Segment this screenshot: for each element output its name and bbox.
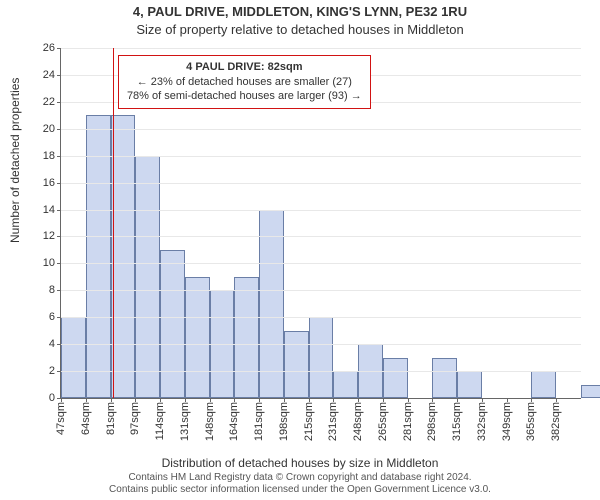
- xtick-label: 382sqm: [550, 402, 562, 441]
- histogram-bar: [309, 317, 334, 398]
- ytick-label: 20: [43, 123, 55, 135]
- ytick-label: 4: [49, 338, 55, 350]
- histogram-bar: [61, 317, 86, 398]
- footer-line1: Contains HM Land Registry data © Crown c…: [0, 472, 600, 484]
- xtick-label: 181sqm: [253, 402, 265, 441]
- ytick-label: 12: [43, 230, 55, 242]
- ytick-mark: [57, 371, 61, 372]
- ytick-mark: [57, 290, 61, 291]
- ytick-label: 16: [43, 177, 55, 189]
- xtick-label: 315sqm: [451, 402, 463, 441]
- ytick-mark: [57, 48, 61, 49]
- x-axis-label: Distribution of detached houses by size …: [0, 456, 600, 470]
- info-box-line: ← 23% of detached houses are smaller (27…: [127, 75, 362, 90]
- gridline: [61, 183, 581, 184]
- xtick-label: 365sqm: [525, 402, 537, 441]
- xtick-label: 47sqm: [55, 402, 67, 435]
- histogram-bar: [160, 250, 185, 398]
- ytick-label: 24: [43, 69, 55, 81]
- ytick-mark: [57, 102, 61, 103]
- ytick-mark: [57, 344, 61, 345]
- y-axis-label: Number of detached properties: [8, 78, 22, 243]
- gridline: [61, 156, 581, 157]
- reference-line: [113, 48, 114, 398]
- xtick-label: 248sqm: [352, 402, 364, 441]
- gridline: [61, 344, 581, 345]
- xtick-label: 114sqm: [154, 402, 166, 440]
- histogram-bar: [259, 210, 284, 398]
- chart-title-line2: Size of property relative to detached ho…: [0, 22, 600, 37]
- ytick-label: 6: [49, 311, 55, 323]
- gridline: [61, 371, 581, 372]
- histogram-bar: [531, 371, 556, 398]
- xtick-label: 81sqm: [105, 402, 117, 435]
- gridline: [61, 210, 581, 211]
- ytick-label: 14: [43, 204, 55, 216]
- ytick-label: 2: [49, 365, 55, 377]
- xtick-label: 298sqm: [426, 402, 438, 441]
- xtick-label: 198sqm: [278, 402, 290, 441]
- gridline: [61, 129, 581, 130]
- ytick-mark: [57, 75, 61, 76]
- histogram-bar: [86, 115, 111, 398]
- ytick-label: 18: [43, 150, 55, 162]
- gridline: [61, 48, 581, 49]
- xtick-label: 215sqm: [303, 402, 315, 441]
- gridline: [61, 236, 581, 237]
- ytick-label: 26: [43, 42, 55, 54]
- histogram-bar: [111, 115, 136, 398]
- xtick-label: 265sqm: [377, 402, 389, 441]
- xtick-label: 281sqm: [402, 402, 414, 441]
- info-box: 4 PAUL DRIVE: 82sqm← 23% of detached hou…: [118, 55, 371, 110]
- ytick-mark: [57, 263, 61, 264]
- xtick-label: 64sqm: [80, 402, 92, 435]
- xtick-label: 349sqm: [501, 402, 513, 441]
- ytick-label: 22: [43, 96, 55, 108]
- ytick-label: 8: [49, 284, 55, 296]
- xtick-label: 332sqm: [476, 402, 488, 441]
- chart-title-line1: 4, PAUL DRIVE, MIDDLETON, KING'S LYNN, P…: [0, 4, 600, 19]
- histogram-bar: [457, 371, 482, 398]
- gridline: [61, 290, 581, 291]
- info-box-line: 78% of semi-detached houses are larger (…: [127, 89, 362, 104]
- xtick-label: 148sqm: [204, 402, 216, 441]
- info-box-line: 4 PAUL DRIVE: 82sqm: [127, 60, 362, 75]
- xtick-label: 97sqm: [129, 402, 141, 435]
- xtick-label: 164sqm: [228, 402, 240, 441]
- xtick-label: 131sqm: [179, 402, 191, 441]
- histogram-bar: [383, 358, 408, 398]
- histogram-bar: [234, 277, 259, 398]
- gridline: [61, 263, 581, 264]
- ytick-mark: [57, 236, 61, 237]
- plot-area: 0246810121416182022242647sqm64sqm81sqm97…: [60, 48, 581, 399]
- ytick-mark: [57, 129, 61, 130]
- xtick-label: 231sqm: [327, 402, 339, 441]
- histogram-bar: [333, 371, 358, 398]
- ytick-mark: [57, 156, 61, 157]
- ytick-mark: [57, 210, 61, 211]
- histogram-bar: [432, 358, 457, 398]
- histogram-bar: [284, 331, 309, 398]
- histogram-bar: [581, 385, 600, 398]
- ytick-mark: [57, 317, 61, 318]
- gridline: [61, 317, 581, 318]
- histogram-bar: [185, 277, 210, 398]
- histogram-bar: [135, 156, 160, 398]
- ytick-label: 10: [43, 257, 55, 269]
- ytick-mark: [57, 183, 61, 184]
- footer-line2: Contains public sector information licen…: [0, 484, 600, 496]
- footer-attribution: Contains HM Land Registry data © Crown c…: [0, 472, 600, 495]
- chart-container: 4, PAUL DRIVE, MIDDLETON, KING'S LYNN, P…: [0, 0, 600, 500]
